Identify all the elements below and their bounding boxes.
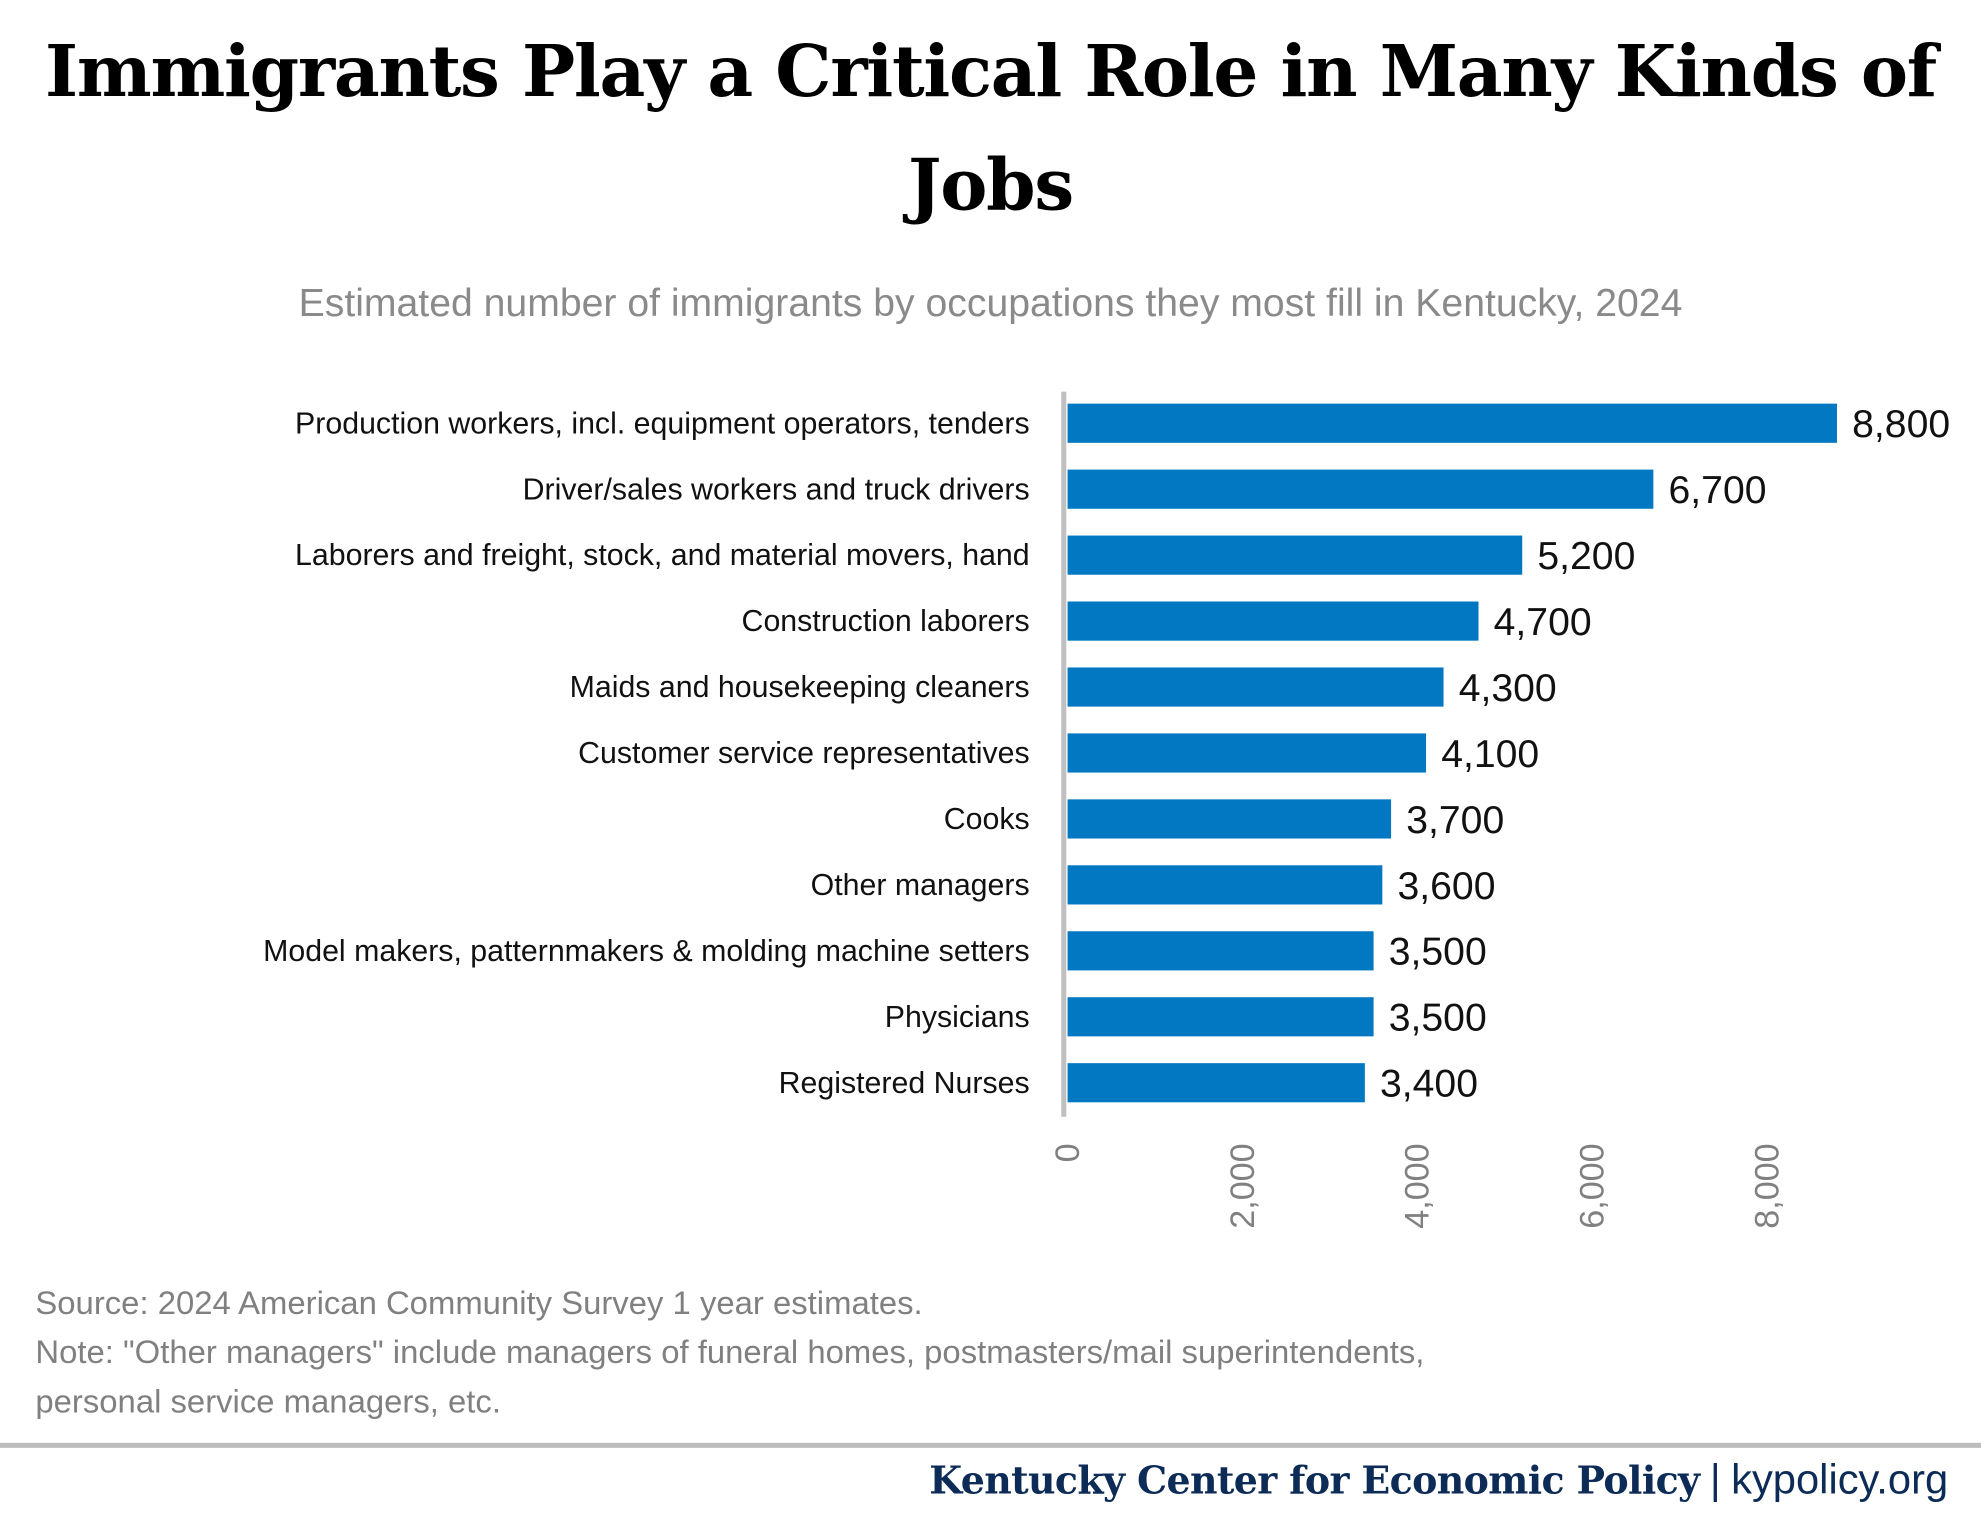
bar (1067, 403, 1837, 443)
bar-chart: Production workers, incl. equipment oper… (263, 391, 1950, 1229)
data-label: 4,700 (1494, 601, 1592, 644)
category-label: Construction laborers (742, 605, 1030, 638)
bar (1067, 931, 1374, 971)
note-line-2: personal service managers, etc. (35, 1382, 501, 1421)
footer-divider (0, 1442, 1981, 1448)
chart-title: Immigrants Play a Critical Role in Many … (45, 30, 1937, 228)
data-label: 8,800 (1852, 403, 1950, 446)
data-label: 3,400 (1380, 1063, 1478, 1106)
data-label: 5,200 (1537, 535, 1635, 578)
x-tick-label: 8,000 (1748, 1143, 1786, 1228)
category-label: Customer service representatives (578, 737, 1030, 770)
category-label: Driver/sales workers and truck drivers (523, 473, 1030, 506)
bar (1067, 601, 1479, 641)
x-tick-label: 4,000 (1399, 1143, 1437, 1228)
data-label: 6,700 (1669, 469, 1767, 512)
source-note: Source: 2024 American Community Survey 1… (35, 1283, 923, 1322)
x-tick-label: 2,000 (1224, 1143, 1262, 1228)
org-name: Kentucky Center for Economic Policy (929, 1459, 1700, 1504)
org-url-link[interactable]: kypolicy.org (1731, 1455, 1949, 1503)
data-label: 4,300 (1459, 667, 1557, 710)
bar (1067, 469, 1654, 509)
x-tick-label: 0 (1049, 1143, 1087, 1162)
category-label: Production workers, incl. equipment oper… (295, 407, 1030, 440)
category-label: Physicians (885, 1001, 1030, 1034)
bar (1067, 1063, 1365, 1103)
data-label: 3,600 (1397, 865, 1495, 908)
data-label: 3,700 (1406, 799, 1504, 842)
chart-subtitle: Estimated number of immigrants by occupa… (298, 280, 1683, 325)
category-label: Laborers and freight, stock, and materia… (295, 539, 1030, 572)
data-label: 3,500 (1389, 931, 1487, 974)
y-axis-line (1061, 391, 1067, 1117)
bar (1067, 799, 1392, 839)
footer: Kentucky Center for Economic Policy | ky… (929, 1455, 1948, 1504)
note-line-1: Note: "Other managers" include managers … (35, 1332, 1425, 1371)
bar (1067, 997, 1374, 1037)
category-label: Registered Nurses (779, 1067, 1030, 1100)
x-tick-label: 6,000 (1574, 1143, 1612, 1228)
bar (1067, 667, 1444, 707)
bar (1067, 535, 1523, 575)
data-label: 4,100 (1441, 733, 1539, 776)
footer-separator: | (1709, 1455, 1721, 1503)
bar (1067, 733, 1427, 773)
category-label: Cooks (944, 803, 1030, 836)
category-label: Other managers (811, 869, 1030, 902)
data-label: 3,500 (1389, 997, 1487, 1040)
bar (1067, 865, 1383, 905)
category-label: Maids and housekeeping cleaners (570, 671, 1030, 704)
category-label: Model makers, patternmakers & molding ma… (263, 935, 1030, 968)
